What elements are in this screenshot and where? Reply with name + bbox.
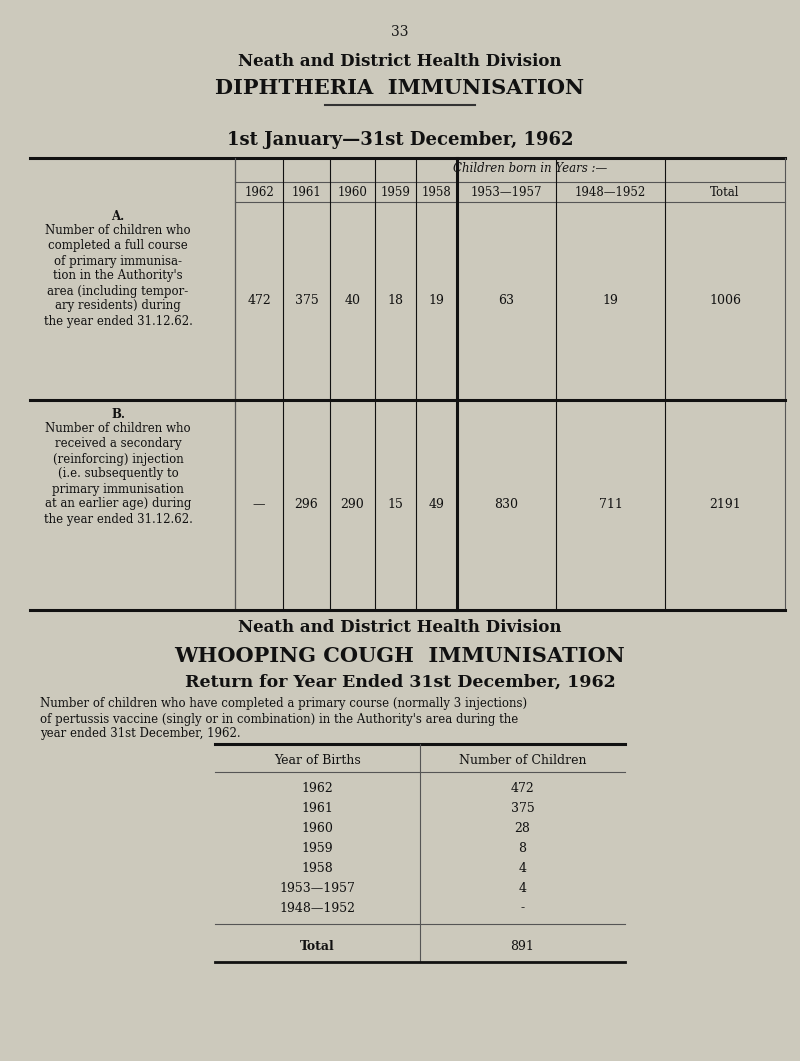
Text: area (including tempor-: area (including tempor-: [47, 284, 189, 297]
Text: DIPHTHERIA  IMMUNISATION: DIPHTHERIA IMMUNISATION: [215, 79, 585, 98]
Text: 1948—1952: 1948—1952: [575, 186, 646, 198]
Text: Neath and District Health Division: Neath and District Health Division: [238, 620, 562, 637]
Text: 15: 15: [387, 499, 403, 511]
Text: Total: Total: [300, 939, 335, 953]
Text: 4: 4: [518, 862, 526, 874]
Text: Total: Total: [710, 186, 740, 198]
Text: 1959: 1959: [302, 841, 334, 854]
Text: 1953—1957: 1953—1957: [279, 882, 355, 894]
Text: 1948—1952: 1948—1952: [279, 902, 355, 915]
Text: 4: 4: [518, 882, 526, 894]
Text: A.: A.: [111, 209, 125, 223]
Text: tion in the Authority's: tion in the Authority's: [53, 269, 183, 282]
Text: Year of Births: Year of Births: [274, 753, 361, 766]
Text: received a secondary: received a secondary: [54, 437, 182, 451]
Text: Number of children who: Number of children who: [45, 225, 191, 238]
Text: 472: 472: [247, 295, 271, 308]
Text: 375: 375: [294, 295, 318, 308]
Text: (reinforcing) injection: (reinforcing) injection: [53, 452, 183, 466]
Text: 63: 63: [498, 295, 514, 308]
Text: 472: 472: [510, 782, 534, 795]
Text: 1962: 1962: [302, 782, 334, 795]
Text: 1961: 1961: [302, 801, 334, 815]
Text: of primary immunisa-: of primary immunisa-: [54, 255, 182, 267]
Text: 40: 40: [345, 295, 361, 308]
Text: 8: 8: [518, 841, 526, 854]
Text: 18: 18: [387, 295, 403, 308]
Text: primary immunisation: primary immunisation: [52, 483, 184, 495]
Text: 711: 711: [598, 499, 622, 511]
Text: year ended 31st December, 1962.: year ended 31st December, 1962.: [40, 728, 241, 741]
Text: 375: 375: [510, 801, 534, 815]
Text: 49: 49: [429, 499, 445, 511]
Text: (i.e. subsequently to: (i.e. subsequently to: [58, 468, 178, 481]
Text: ary residents) during: ary residents) during: [55, 299, 181, 313]
Text: the year ended 31.12.62.: the year ended 31.12.62.: [43, 512, 193, 525]
Text: 290: 290: [341, 499, 364, 511]
Text: Number of Children: Number of Children: [458, 753, 586, 766]
Text: 1961: 1961: [292, 186, 322, 198]
Text: of pertussis vaccine (singly or in combination) in the Authority's area during t: of pertussis vaccine (singly or in combi…: [40, 713, 518, 726]
Text: 830: 830: [494, 499, 518, 511]
Text: 1st January—31st December, 1962: 1st January—31st December, 1962: [226, 131, 574, 149]
Text: 33: 33: [391, 25, 409, 39]
Text: 19: 19: [602, 295, 618, 308]
Text: at an earlier age) during: at an earlier age) during: [45, 498, 191, 510]
Text: 1958: 1958: [302, 862, 334, 874]
Text: 1960: 1960: [302, 821, 334, 835]
Text: 296: 296: [294, 499, 318, 511]
Text: Neath and District Health Division: Neath and District Health Division: [238, 53, 562, 70]
Text: 19: 19: [429, 295, 445, 308]
Text: B.: B.: [111, 407, 125, 420]
Text: 1959: 1959: [381, 186, 410, 198]
Text: —: —: [253, 499, 266, 511]
Text: 1958: 1958: [422, 186, 451, 198]
Text: Number of children who: Number of children who: [45, 422, 191, 435]
Text: 28: 28: [514, 821, 530, 835]
Text: 1953—1957: 1953—1957: [470, 186, 542, 198]
Text: 1962: 1962: [244, 186, 274, 198]
Text: WHOOPING COUGH  IMMUNISATION: WHOOPING COUGH IMMUNISATION: [174, 646, 626, 666]
Text: Return for Year Ended 31st December, 1962: Return for Year Ended 31st December, 196…: [185, 674, 615, 691]
Text: the year ended 31.12.62.: the year ended 31.12.62.: [43, 314, 193, 328]
Text: 1006: 1006: [709, 295, 741, 308]
Text: completed a full course: completed a full course: [48, 240, 188, 253]
Text: -: -: [521, 902, 525, 915]
Text: Children born in Years :—: Children born in Years :—: [453, 161, 607, 174]
Text: 1960: 1960: [338, 186, 367, 198]
Text: 2191: 2191: [709, 499, 741, 511]
Text: Number of children who have completed a primary course (normally 3 injections): Number of children who have completed a …: [40, 697, 527, 711]
Text: 891: 891: [510, 939, 534, 953]
